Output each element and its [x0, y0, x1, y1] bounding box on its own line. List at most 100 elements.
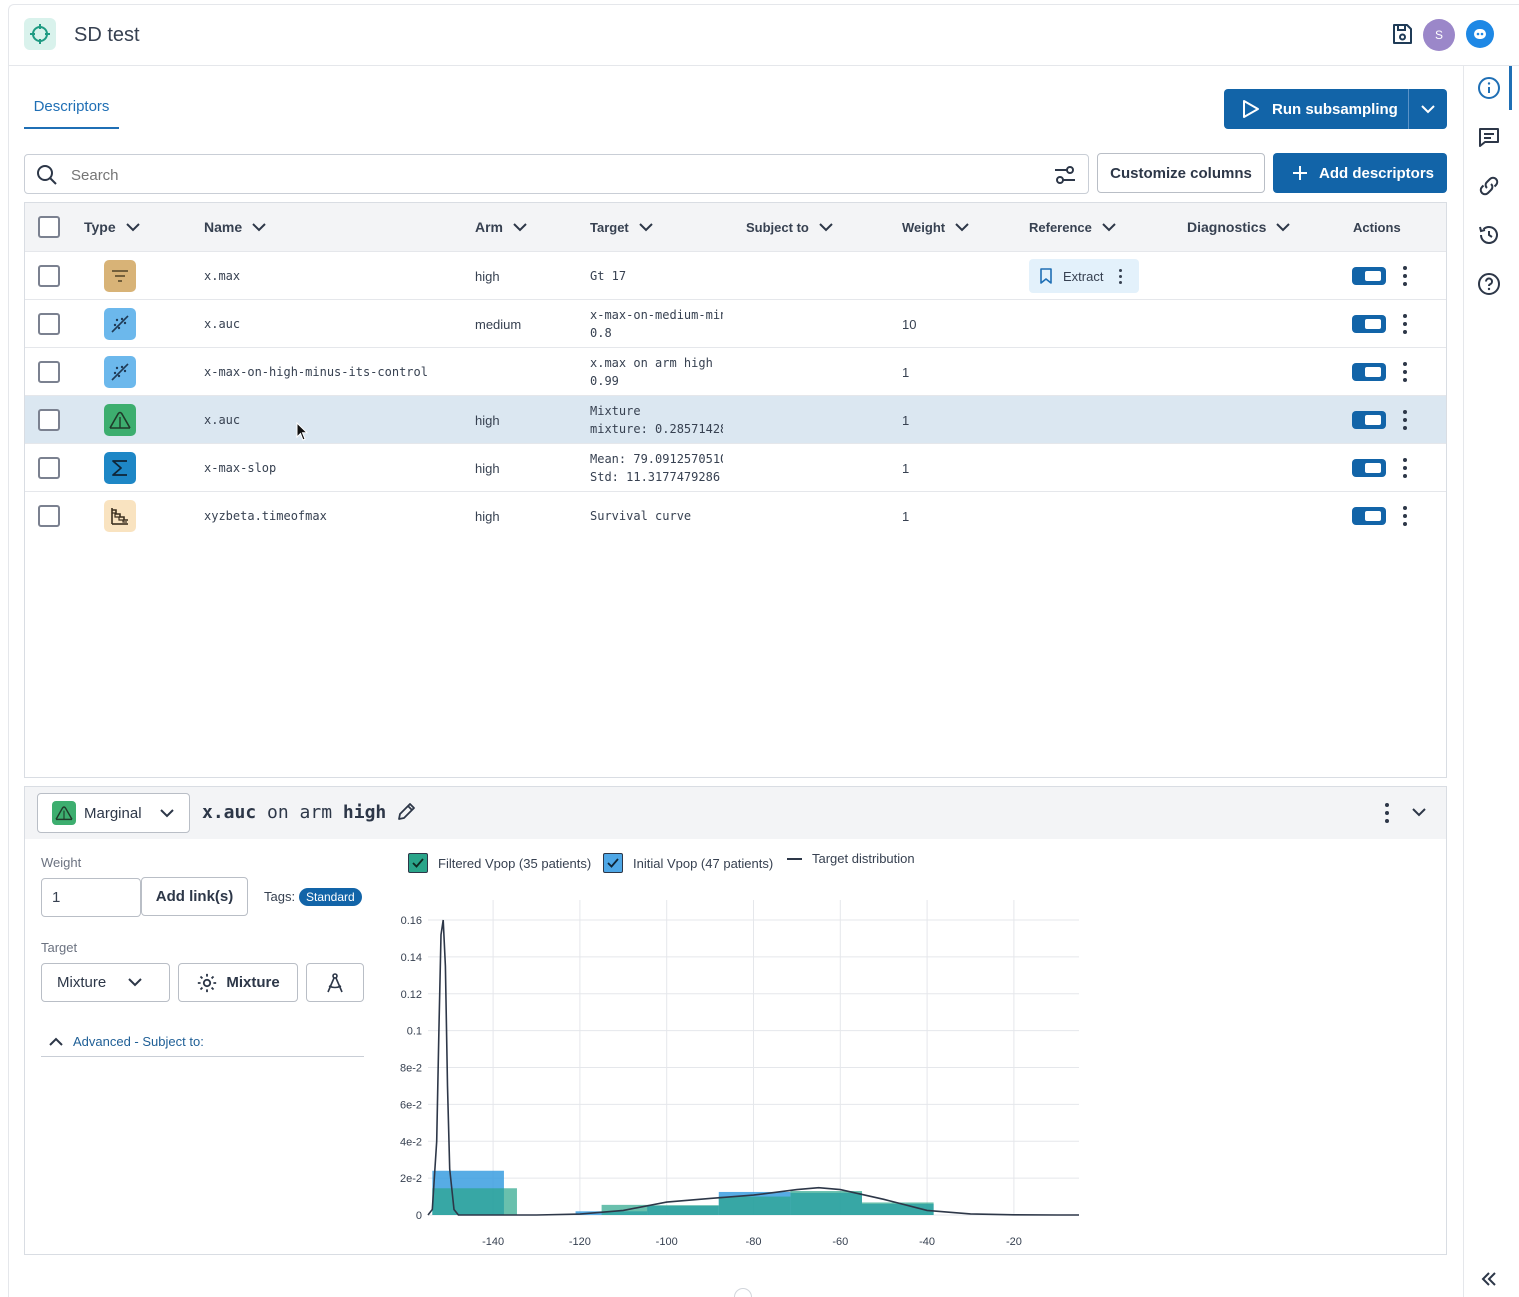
column-header-weight[interactable]: Weight: [902, 203, 969, 251]
row-menu-icon[interactable]: [1401, 264, 1409, 288]
row-checkbox[interactable]: [38, 361, 60, 383]
tab-descriptors[interactable]: Descriptors: [24, 84, 119, 129]
chevron-down-icon: [1102, 222, 1116, 231]
column-header-subject-to[interactable]: Subject to: [746, 203, 833, 251]
descriptors-table: Type Name Arm Target Subject to Weight R…: [24, 202, 1447, 778]
save-icon[interactable]: [1390, 22, 1414, 46]
table-row[interactable]: x.max high Gt 17 Extract: [25, 251, 1446, 299]
history-icon[interactable]: [1476, 222, 1502, 248]
column-header-type[interactable]: Type: [84, 203, 140, 251]
legend-filtered[interactable]: Filtered Vpop (35 patients): [408, 853, 591, 873]
compass-button[interactable]: [306, 963, 364, 1002]
column-weight-label: Weight: [902, 219, 946, 235]
row-menu-icon[interactable]: [1401, 312, 1409, 336]
row-checkbox[interactable]: [38, 505, 60, 527]
reference-chip[interactable]: Extract: [1029, 259, 1139, 293]
row-checkbox[interactable]: [38, 457, 60, 479]
filter-settings-icon[interactable]: [1053, 163, 1077, 187]
row-name: xyzbeta.timeofmax: [204, 509, 327, 523]
run-options-dropdown[interactable]: [1408, 89, 1447, 129]
select-all-checkbox[interactable]: [38, 216, 60, 238]
row-menu-icon[interactable]: [1401, 456, 1409, 480]
legend-target-label: Target distribution: [812, 851, 915, 866]
collapse-chevron-icon[interactable]: [1411, 807, 1427, 817]
app-logo-icon[interactable]: [24, 18, 56, 50]
chevron-up-icon: [49, 1037, 63, 1046]
y-tick-label: 0: [416, 1210, 422, 1222]
help-icon[interactable]: [1476, 271, 1502, 297]
comments-icon[interactable]: [1476, 124, 1502, 150]
add-links-button[interactable]: Add link(s): [141, 877, 248, 916]
weight-input[interactable]: [41, 878, 141, 917]
reference-menu-icon[interactable]: [1119, 268, 1123, 284]
rail-active-indicator: [1509, 66, 1512, 110]
enable-toggle[interactable]: [1352, 507, 1386, 525]
row-menu-icon[interactable]: [1401, 408, 1409, 432]
row-arm: high: [475, 413, 500, 428]
enable-toggle[interactable]: [1352, 267, 1386, 285]
distribution-icon: [52, 801, 76, 825]
row-arm: high: [475, 269, 500, 284]
tag-standard[interactable]: Standard: [299, 888, 362, 906]
row-target-line2: Std: 11.3177479286: [590, 470, 721, 484]
collapse-panel-icon[interactable]: [1476, 1266, 1502, 1292]
info-icon[interactable]: [1476, 75, 1502, 101]
row-checkbox[interactable]: [38, 409, 60, 431]
y-tick-label: 0.12: [401, 989, 422, 1001]
table-row[interactable]: xyzbeta.timeofmax high Survival curve 1: [25, 491, 1446, 539]
column-header-diagnostics[interactable]: Diagnostics: [1187, 203, 1291, 251]
chevron-down-icon: [955, 222, 969, 231]
detail-menu-icon[interactable]: [1383, 801, 1391, 825]
table-row[interactable]: x-max-slop high Mean: 79.0912570510 Std: …: [25, 443, 1446, 491]
table-row[interactable]: x.auc medium x-max-on-medium-minus 0.8 10: [25, 299, 1446, 347]
enable-toggle[interactable]: [1352, 411, 1386, 429]
row-target: Mean: 79.0912570510 Std: 11.3177479286: [590, 450, 723, 486]
run-subsampling-button[interactable]: Run subsampling: [1224, 89, 1408, 129]
row-menu-icon[interactable]: [1401, 504, 1409, 528]
column-header-reference[interactable]: Reference: [1029, 203, 1116, 251]
y-tick-label: 0.16: [401, 915, 422, 927]
row-target: Survival curve: [590, 507, 723, 525]
row-weight: 10: [902, 317, 917, 332]
detail-title: x.auc on arm high: [202, 802, 386, 823]
user-avatar[interactable]: S: [1423, 19, 1455, 51]
descriptor-kind-dropdown[interactable]: Marginal: [37, 793, 190, 833]
row-target: Mixture mixture: 0.2857142857: [590, 402, 723, 438]
enable-toggle[interactable]: [1352, 315, 1386, 333]
column-header-name[interactable]: Name: [204, 203, 266, 251]
advanced-subject-to-toggle[interactable]: Advanced - Subject to:: [41, 1027, 364, 1057]
target-type-select[interactable]: Mixture: [41, 963, 170, 1002]
legend-initial[interactable]: Initial Vpop (47 patients): [603, 853, 773, 873]
checkbox-checked-icon: [603, 853, 623, 873]
row-target-line1: Mixture: [590, 404, 641, 418]
edit-pencil-icon[interactable]: [395, 801, 417, 823]
row-menu-icon[interactable]: [1401, 360, 1409, 384]
chevron-down-icon: [125, 222, 140, 231]
link-icon[interactable]: [1476, 173, 1502, 199]
row-target-line1: Survival curve: [590, 509, 692, 523]
search-input[interactable]: [71, 163, 1031, 187]
customize-columns-button[interactable]: Customize columns: [1097, 153, 1265, 193]
row-target-line1: x.max on arm high: [590, 356, 713, 370]
y-tick-label: 2e-2: [400, 1173, 422, 1185]
add-descriptors-button[interactable]: Add descriptors: [1273, 153, 1447, 193]
assistant-bot-icon[interactable]: [1466, 20, 1494, 48]
row-target: x-max-on-medium-minus 0.8: [590, 306, 723, 342]
enable-toggle[interactable]: [1352, 363, 1386, 381]
enable-toggle[interactable]: [1352, 459, 1386, 477]
row-checkbox[interactable]: [38, 313, 60, 335]
x-tick-label: -80: [746, 1236, 762, 1248]
table-row[interactable]: x-max-on-high-minus-its-control x.max on…: [25, 347, 1446, 395]
y-tick-label: 6e-2: [400, 1099, 422, 1111]
column-header-target[interactable]: Target: [590, 203, 653, 251]
legend-target[interactable]: Target distribution: [787, 851, 915, 866]
survival-icon: [104, 500, 136, 532]
column-header-arm[interactable]: Arm: [475, 203, 527, 251]
mixture-settings-button[interactable]: Mixture: [178, 963, 298, 1002]
row-weight: 1: [902, 509, 910, 524]
chevron-down-icon: [1276, 222, 1291, 231]
row-checkbox[interactable]: [38, 265, 60, 287]
compass-icon: [327, 972, 343, 992]
gear-icon: [198, 973, 217, 992]
